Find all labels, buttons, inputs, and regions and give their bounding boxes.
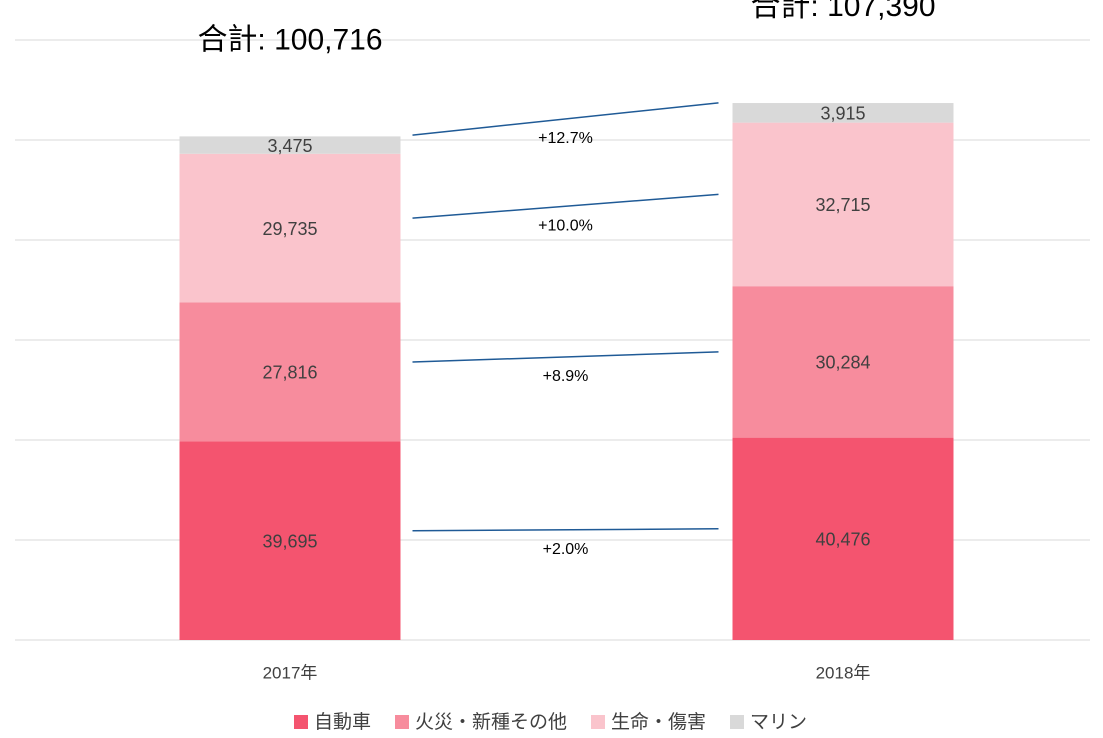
- legend-swatch: [395, 715, 409, 729]
- growth-label: +12.7%: [538, 130, 593, 147]
- legend-label: 火災・新種その他: [415, 711, 567, 733]
- growth-line: [412, 528, 719, 532]
- growth-line: [412, 102, 719, 136]
- bar-segment: [179, 153, 401, 303]
- bar-segment: [179, 441, 401, 640]
- growth-label: +8.9%: [543, 368, 589, 385]
- legend-swatch: [294, 715, 308, 729]
- legend-swatch: [730, 715, 744, 729]
- bar-segment: [732, 103, 954, 123]
- legend-swatch: [591, 715, 605, 729]
- growth-line: [412, 193, 719, 219]
- total-label: 合計: 100,716: [197, 23, 382, 56]
- legend-label: 自動車: [314, 711, 371, 733]
- growth-label: +10.0%: [538, 217, 593, 234]
- bar-segment: [732, 122, 954, 287]
- growth-label: +2.0%: [543, 541, 589, 558]
- value-label: 29,735: [262, 219, 317, 239]
- bar-segment: [179, 302, 401, 442]
- x-tick-label: 2018年: [816, 663, 871, 682]
- value-label: 40,476: [815, 530, 870, 550]
- bar-segment: [179, 136, 401, 154]
- legend-label: 生命・傷害: [611, 711, 706, 733]
- x-tick-label: 2017年: [263, 663, 318, 682]
- bar-segment: [732, 286, 954, 438]
- value-label: 32,715: [815, 195, 870, 215]
- bar-segment: [732, 437, 954, 640]
- value-label: 30,284: [815, 353, 870, 373]
- growth-line: [412, 351, 719, 363]
- value-label: 3,475: [267, 136, 312, 156]
- legend-label: マリン: [750, 712, 807, 733]
- value-label: 39,695: [262, 532, 317, 552]
- value-label: 3,915: [820, 104, 865, 124]
- total-label: 合計: 107,390: [750, 0, 935, 23]
- value-label: 27,816: [262, 363, 317, 383]
